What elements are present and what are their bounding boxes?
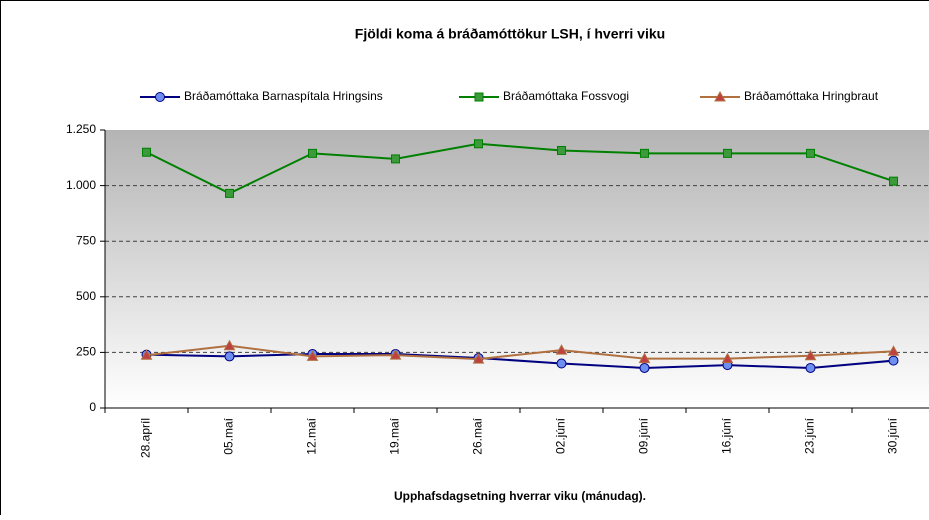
- x-tick-label: 05.maí: [222, 417, 236, 454]
- x-axis-title: Upphafsdagsetning hverrar viku (mánudag)…: [394, 489, 646, 503]
- plot-area: [105, 130, 929, 408]
- marker: [889, 356, 898, 365]
- marker: [226, 189, 234, 197]
- legend-label: Bráðamóttaka Fossvogi: [503, 89, 629, 103]
- marker: [806, 363, 815, 372]
- x-tick-label: 12.maí: [305, 417, 319, 454]
- y-tick-label: 500: [76, 289, 96, 303]
- x-tick-label: 19.maí: [388, 417, 402, 454]
- marker: [640, 363, 649, 372]
- x-tick-label: 26.maí: [471, 417, 485, 454]
- y-tick-label: 750: [76, 233, 96, 247]
- marker: [309, 149, 317, 157]
- marker: [558, 146, 566, 154]
- marker: [143, 148, 151, 156]
- y-tick-label: 1.000: [66, 178, 96, 192]
- x-tick-label: 23.júní: [803, 417, 817, 454]
- marker: [641, 149, 649, 157]
- marker: [557, 359, 566, 368]
- x-tick-label: 02.júní: [554, 417, 568, 454]
- marker: [890, 177, 898, 185]
- x-tick-label: 09.júní: [637, 417, 651, 454]
- x-tick-label: 16.júní: [720, 417, 734, 454]
- marker: [475, 140, 483, 148]
- legend-label: Bráðamóttaka Hringbraut: [744, 89, 879, 103]
- marker: [392, 155, 400, 163]
- x-tick-label: 28.apríl: [139, 418, 153, 458]
- y-tick-label: 250: [76, 345, 96, 359]
- marker: [807, 149, 815, 157]
- y-tick-label: 0: [89, 400, 96, 414]
- marker: [225, 352, 234, 361]
- chart-title: Fjöldi koma á bráðamóttökur LSH, í hverr…: [355, 26, 665, 42]
- y-tick-label: 1.250: [66, 122, 96, 136]
- marker: [724, 149, 732, 157]
- x-tick-label: 30.júní: [886, 417, 900, 454]
- legend-label: Bráðamóttaka Barnaspítala Hringsins: [184, 89, 383, 103]
- marker: [475, 93, 483, 101]
- marker: [156, 93, 165, 102]
